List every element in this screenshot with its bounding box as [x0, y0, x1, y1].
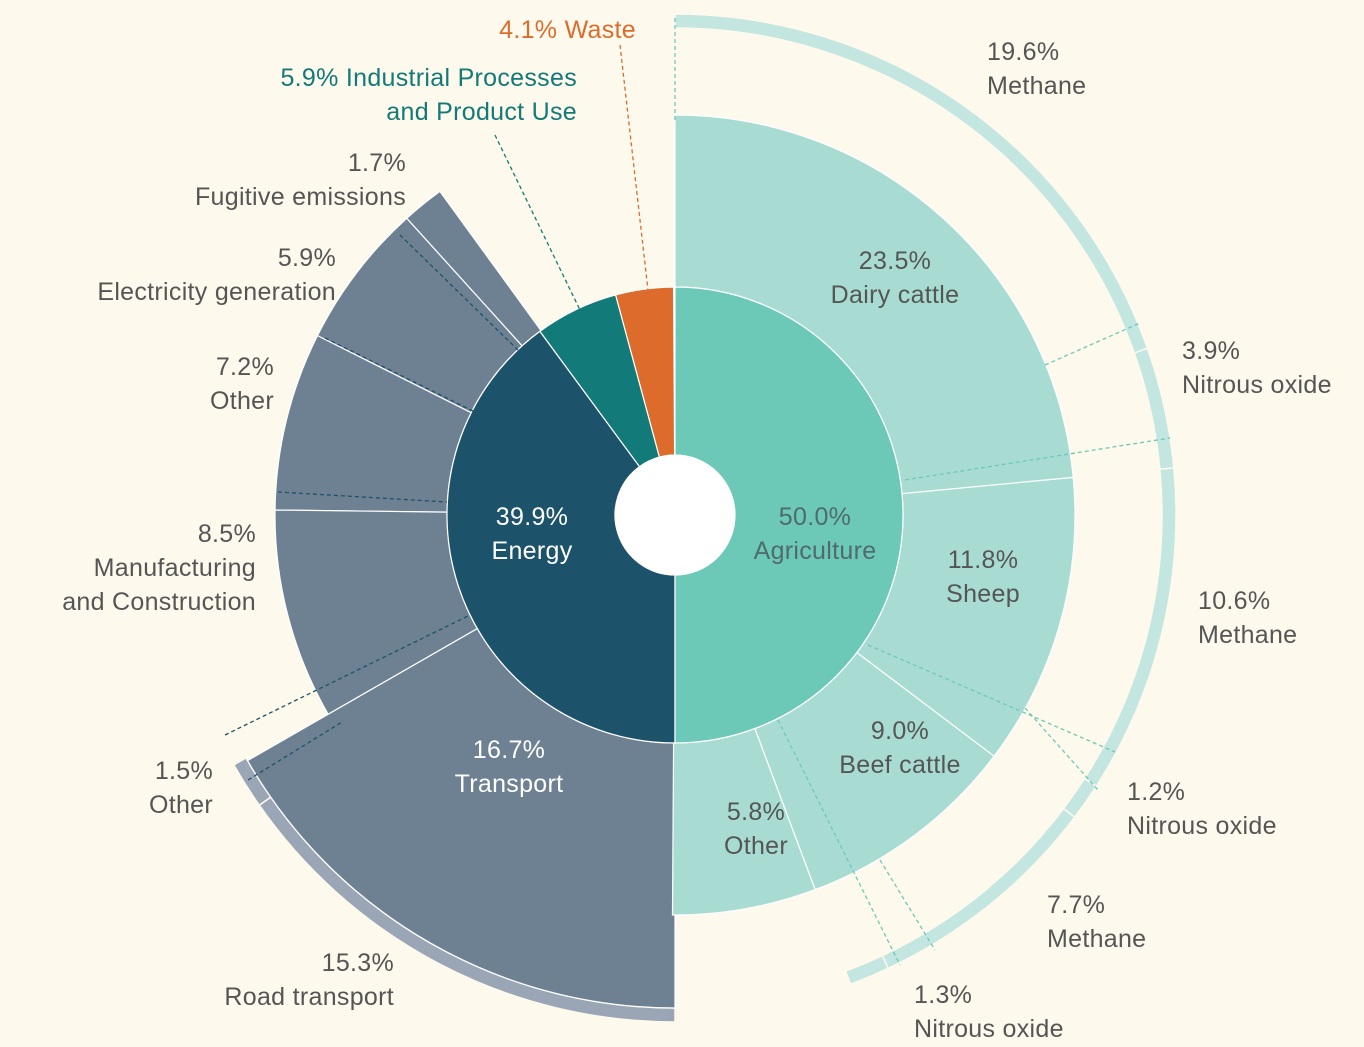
gas-band: [1133, 347, 1175, 470]
segment-label: 4.1% Waste: [499, 13, 636, 47]
segment-label: 1.3% Nitrous oxide: [914, 978, 1064, 1046]
segment-name: Nitrous oxide: [1127, 812, 1277, 840]
gas-band: [1062, 777, 1098, 819]
gas-band: [881, 807, 1076, 970]
value-label: 1.5%: [154, 757, 213, 785]
value-label: 15.3%: [321, 949, 394, 977]
gas-band: [844, 954, 890, 986]
segment-label: 5.9% Industrial Processes and Product Us…: [280, 61, 577, 129]
segment-label: 5.8% Other: [724, 795, 788, 863]
value-label: 1.3%: [914, 981, 973, 1009]
segment-name: Dairy cattle: [830, 281, 960, 309]
segment-name: Waste: [564, 16, 636, 44]
value-label: 39.9%: [495, 503, 569, 531]
value-label: 3.9%: [1182, 337, 1241, 365]
segment-name: Other: [148, 791, 213, 819]
segment-label: 1.7% Fugitive emissions: [195, 146, 406, 214]
segment-label: 23.5% Dairy cattle: [831, 244, 960, 312]
segment-label: 3.9% Nitrous oxide: [1182, 334, 1332, 402]
value-label: 5.8%: [726, 798, 786, 826]
value-label: 11.8%: [947, 546, 1019, 574]
leader-lines: [224, 18, 1171, 966]
segment-name: Methane: [1198, 621, 1298, 649]
segment-label: 16.7% Transport: [455, 733, 564, 801]
value-label: 50.0%: [778, 503, 852, 531]
segment-label: 1.5% Other: [149, 754, 213, 822]
segment-name: Industrial Processes and Product Use: [345, 64, 577, 126]
segment-label: 39.9% Energy: [491, 500, 572, 568]
segment-label: 50.0% Agriculture: [754, 500, 877, 568]
segment-name: Fugitive emissions: [194, 183, 406, 211]
segment-name: Beef cattle: [839, 751, 961, 779]
gas-band: [674, 13, 1149, 354]
center-hole: [615, 455, 735, 575]
segment-name: Electricity generation: [97, 278, 336, 306]
gas-band: [1083, 467, 1177, 788]
segment-label: 7.7% Methane: [1047, 888, 1146, 956]
segment-name: Nitrous oxide: [1182, 371, 1332, 399]
segment-label: 7.2% Other: [210, 350, 274, 418]
segment-name: Manufacturing and Construction: [62, 554, 256, 616]
segment-name: Transport: [454, 770, 564, 798]
segment-name: Nitrous oxide: [914, 1015, 1064, 1043]
segment-label: 5.9% Electricity generation: [97, 241, 336, 309]
segment-name: Other: [209, 387, 274, 415]
segment-label: 9.0% Beef cattle: [839, 714, 960, 782]
value-label: 5.9%: [277, 244, 336, 272]
value-label: 9.0%: [870, 717, 930, 745]
segment-name: Other: [723, 832, 789, 860]
segment-name: Methane: [987, 72, 1087, 100]
segment-name: Road transport: [224, 983, 394, 1011]
value-label: 10.6%: [1198, 587, 1271, 615]
segment-label: 15.3% Road transport: [224, 946, 394, 1014]
value-label: 16.7%: [472, 736, 546, 764]
segment-label: 8.5% Manufacturing and Construction: [62, 517, 256, 619]
value-label: 7.2%: [215, 353, 274, 381]
value-label: 1.2%: [1127, 778, 1186, 806]
value-label: 8.5%: [197, 520, 256, 548]
value-label: 19.6%: [987, 38, 1060, 66]
value-label: 7.7%: [1047, 891, 1106, 919]
segment-name: Energy: [491, 537, 573, 565]
value-label: 5.9%: [280, 64, 339, 92]
segment-label: 1.2% Nitrous oxide: [1127, 775, 1277, 843]
value-label: 23.5%: [858, 247, 932, 275]
segment-label: 11.8% Sheep: [946, 543, 1020, 611]
segment-label: 10.6% Methane: [1198, 584, 1297, 652]
segment-name: Methane: [1047, 925, 1147, 953]
value-label: 1.7%: [347, 149, 406, 177]
segment-name: Sheep: [946, 580, 1020, 608]
segment-name: Agriculture: [753, 537, 877, 565]
segment-label: 19.6% Methane: [987, 35, 1086, 103]
value-label: 4.1%: [499, 16, 558, 44]
